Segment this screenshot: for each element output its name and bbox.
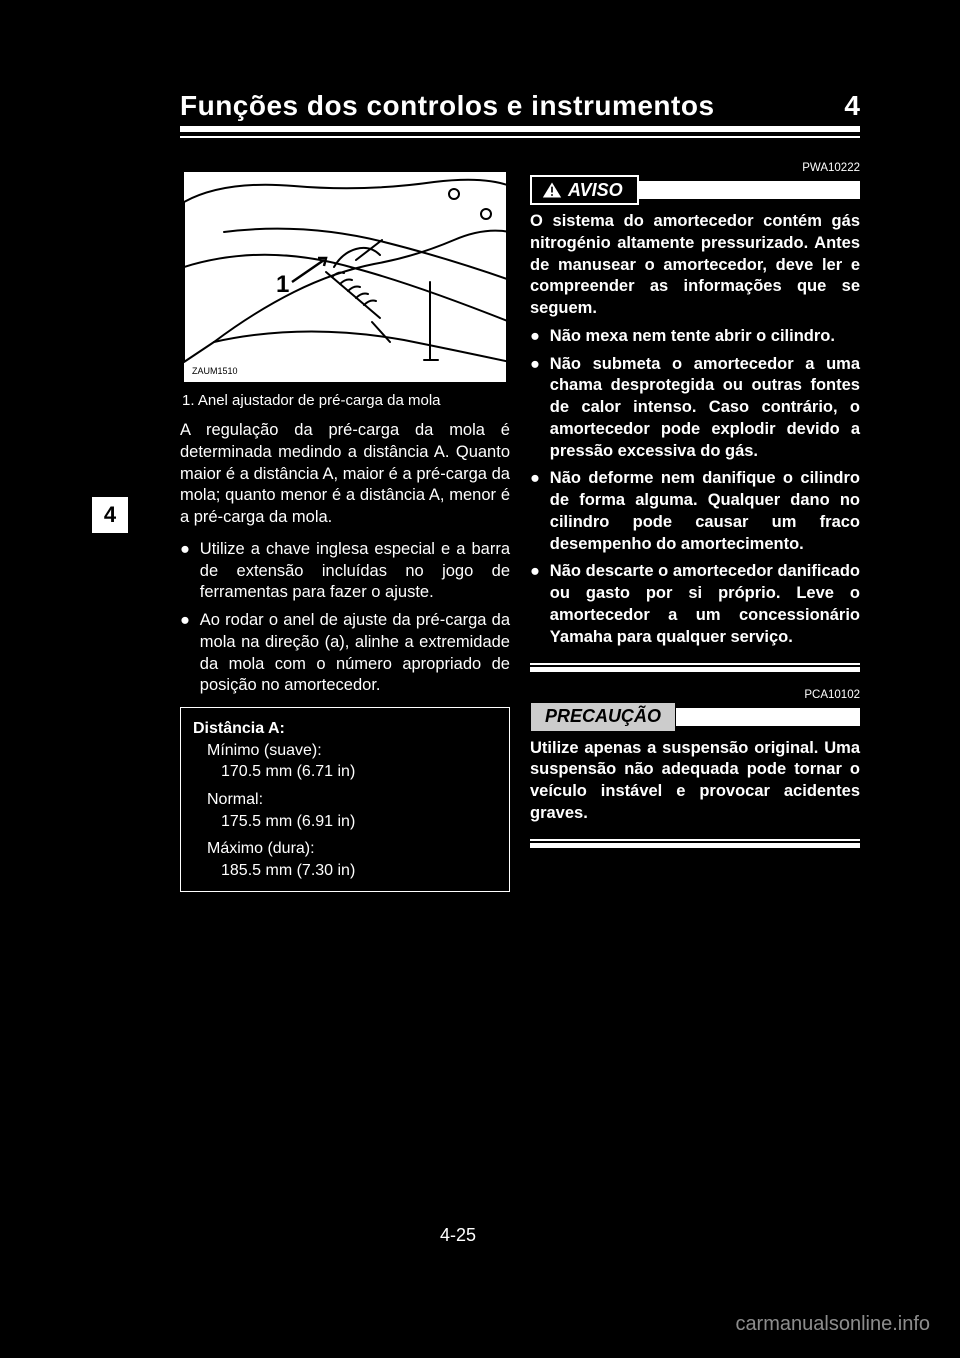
spec-box: Distância A: Mínimo (suave): 170.5 mm (6… — [180, 707, 510, 892]
warning-code: PWA10222 — [802, 161, 860, 176]
bullet-icon: ● — [180, 610, 200, 697]
illustration: 1 ZAUM1510 — [182, 170, 508, 384]
page-header: Funções dos controlos e instrumentos 4 — [180, 90, 860, 122]
bullet-icon: ● — [180, 539, 200, 604]
watermark: carmanualsonline.info — [735, 1313, 930, 1336]
spec-row-3: Máximo (dura): 185.5 mm (7.30 in) — [193, 838, 497, 881]
left-bullet-2: ● Ao rodar o anel de ajuste da pré-carga… — [180, 610, 510, 697]
illustration-code: ZAUM1510 — [192, 366, 238, 376]
left-bullet-1-text: Utilize a chave inglesa especial e a bar… — [200, 539, 510, 604]
warning-bullet-1-text: Não mexa nem tente abrir o cilindro. — [550, 326, 860, 348]
caution-label: PRECAUÇÃO — [545, 706, 661, 727]
section-title: Funções dos controlos e instrumentos — [180, 90, 715, 122]
warning-bullet-3: ● Não deforme nem danifique o cilindro d… — [530, 468, 860, 555]
spec-title: Distância A: — [193, 718, 497, 740]
page-number: 4-25 — [440, 1225, 476, 1246]
rule-thin — [180, 136, 860, 138]
bullet-icon: ● — [530, 468, 550, 555]
bullet-icon: ● — [530, 561, 550, 648]
warning-bullet-2: ● Não submeta o amortecedor a uma chama … — [530, 354, 860, 463]
spec-row-1: Mínimo (suave): 170.5 mm (6.71 in) — [193, 740, 497, 783]
caution-chip: PRECAUÇÃO — [530, 702, 676, 732]
divider-thin — [530, 839, 860, 841]
warning-chip: AVISO — [530, 175, 639, 205]
illustration-caption: 1. Anel ajustador de pré-carga da mola — [182, 392, 441, 409]
spec-row-2: Normal: 175.5 mm (6.91 in) — [193, 789, 497, 832]
warning-bar: PWA10222 AVISO — [530, 175, 860, 205]
warning-bullet-3-text: Não deforme nem danifique o cilindro de … — [550, 468, 860, 555]
divider-thick — [530, 667, 860, 672]
bullet-icon: ● — [530, 354, 550, 463]
left-bullet-2-text: Ao rodar o anel de ajuste da pré-carga d… — [200, 610, 510, 697]
rule-thick — [180, 126, 860, 132]
chapter-number-top: 4 — [844, 90, 860, 122]
caution-body: Utilize apenas a suspensão original. Uma… — [530, 738, 860, 825]
warning-lead: O sistema do amortecedor contém gás nitr… — [530, 211, 860, 320]
divider-thick — [530, 843, 860, 848]
divider-thin — [530, 663, 860, 665]
page: Funções dos controlos e instrumentos 4 4 — [0, 0, 960, 1358]
warning-triangle-icon — [542, 181, 562, 199]
caution-code: PCA10102 — [804, 688, 860, 703]
warning-bullet-2-text: Não submeta o amortecedor a uma chama de… — [550, 354, 860, 463]
caution-bar: PCA10102 PRECAUÇÃO — [530, 702, 860, 732]
warning-bullet-4-text: Não descarte o amortecedor danificado ou… — [550, 561, 860, 648]
warning-body: O sistema do amortecedor contém gás nitr… — [530, 211, 860, 649]
bullet-icon: ● — [530, 326, 550, 348]
left-column: A regulação da pré-carga da mola é deter… — [180, 420, 510, 892]
warning-bullet-4: ● Não descarte o amortecedor danificado … — [530, 561, 860, 648]
left-paragraph-1: A regulação da pré-carga da mola é deter… — [180, 420, 510, 529]
left-bullet-1: ● Utilize a chave inglesa especial e a b… — [180, 539, 510, 604]
side-tab: 4 — [92, 497, 128, 533]
warning-bullet-1: ● Não mexa nem tente abrir o cilindro. — [530, 326, 860, 348]
illustration-callout-number: 1 — [276, 271, 289, 298]
right-column: PWA10222 AVISO O sistema do amortecedor … — [530, 175, 860, 848]
warning-label: AVISO — [568, 180, 623, 201]
